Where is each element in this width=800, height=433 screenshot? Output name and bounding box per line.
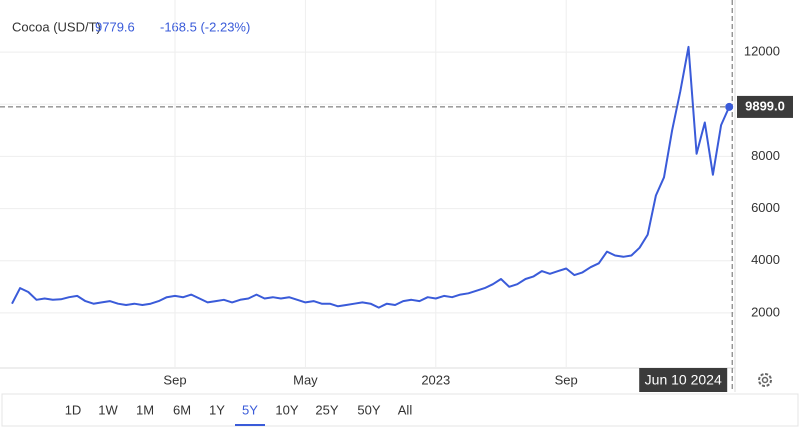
range-button[interactable]: 5Y bbox=[242, 402, 258, 417]
last-point bbox=[725, 102, 734, 111]
x-tick-label: 2023 bbox=[421, 372, 450, 387]
range-button[interactable]: 50Y bbox=[357, 402, 380, 417]
range-button[interactable]: All bbox=[398, 402, 413, 417]
y-tick-label: 12000 bbox=[744, 44, 780, 59]
gear bbox=[758, 373, 772, 387]
settings-icon[interactable] bbox=[758, 373, 772, 387]
y-tick-label: 8000 bbox=[751, 148, 780, 163]
range-button[interactable]: 10Y bbox=[275, 402, 298, 417]
crosshair-y-label: 9899.0 bbox=[745, 98, 785, 113]
x-tick-label: Sep bbox=[555, 372, 578, 387]
y-tick-label: 4000 bbox=[751, 252, 780, 267]
x-label-box bbox=[639, 368, 728, 392]
x-tick-label: Sep bbox=[163, 372, 186, 387]
range-button[interactable]: 1M bbox=[136, 402, 154, 417]
gear-hole bbox=[761, 376, 769, 384]
crosshair-x-label: Jun 10 2024 bbox=[645, 372, 722, 388]
range-button[interactable]: 1D bbox=[65, 402, 82, 417]
grid bbox=[0, 0, 735, 368]
price-line bbox=[11, 45, 731, 309]
range-button[interactable]: 1Y bbox=[209, 402, 225, 417]
y-tick-label: 6000 bbox=[751, 200, 780, 215]
range-button[interactable]: 25Y bbox=[315, 402, 338, 417]
range-button[interactable]: 6M bbox=[173, 402, 191, 417]
range-button[interactable]: 1W bbox=[98, 402, 118, 417]
range-bar bbox=[1, 393, 799, 427]
y-tick-label: 2000 bbox=[751, 304, 780, 319]
change: -168.5 (-2.23%) bbox=[160, 19, 250, 34]
y-label-box bbox=[737, 95, 793, 118]
price: 9779.6 bbox=[95, 19, 135, 34]
chart-title: Cocoa (USD/T) bbox=[12, 19, 101, 34]
x-tick-label: May bbox=[293, 372, 318, 387]
